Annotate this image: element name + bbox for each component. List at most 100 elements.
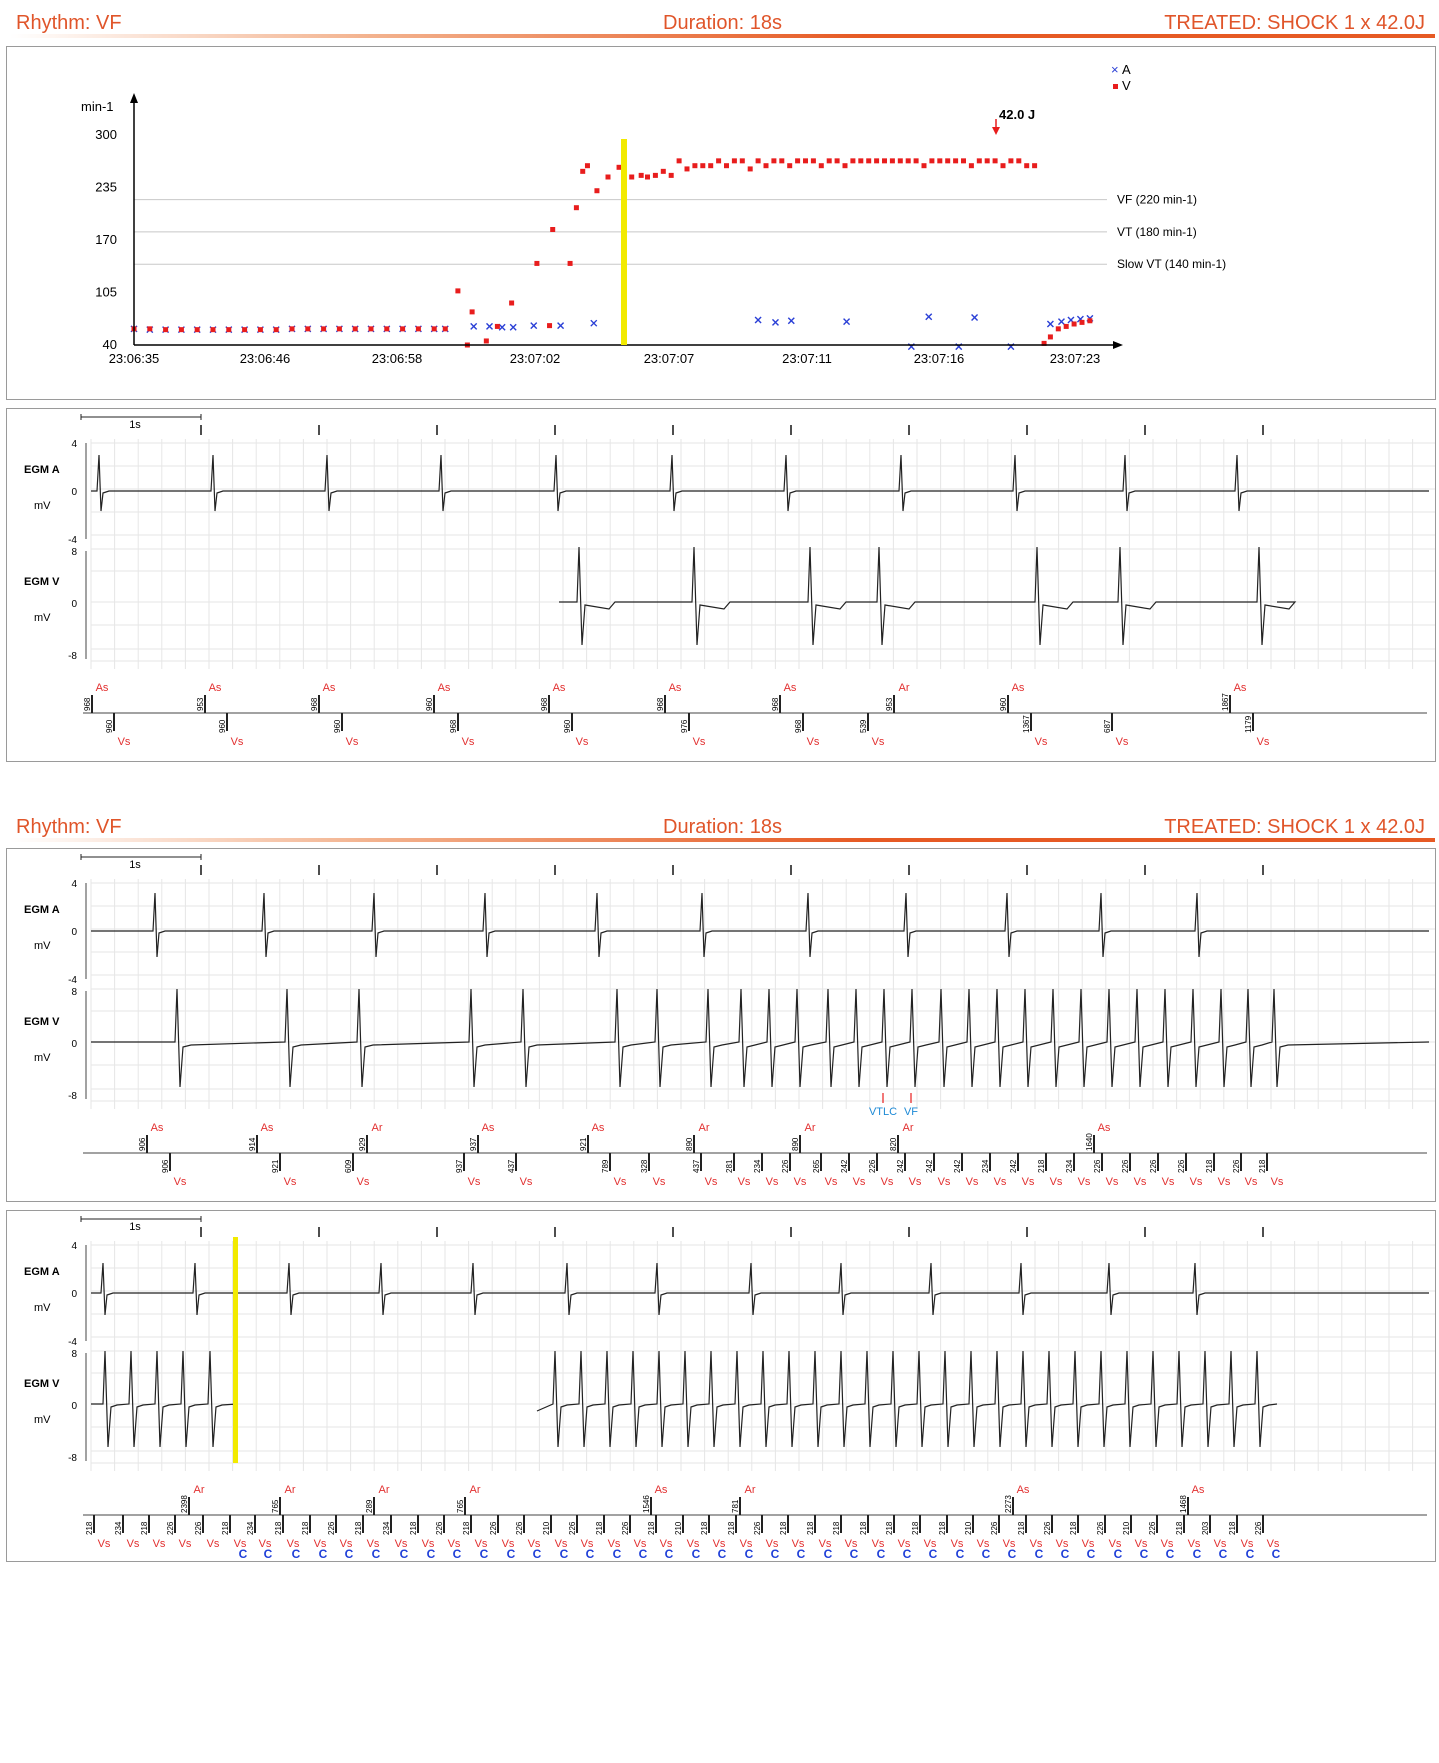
- ventricular-marker-label: Vs: [1134, 1176, 1147, 1188]
- a-rate-point-stroke: [498, 323, 506, 331]
- ventricular-marker-label: Vs: [284, 1176, 297, 1188]
- atrial-interval: 2398: [180, 1495, 189, 1513]
- v-rate-point: [897, 158, 903, 164]
- ventricular-interval: 687: [1103, 719, 1112, 733]
- header-rule-2: [10, 838, 1435, 842]
- ventricular-marker: 226 Vs: [868, 1153, 894, 1188]
- y-tick-label: 170: [95, 232, 117, 247]
- v-scale-tick: 0: [71, 599, 77, 610]
- c-marker: C: [264, 1547, 273, 1561]
- ventricular-marker: 226 Vs: [194, 1515, 220, 1550]
- atrial-interval: 968: [310, 697, 319, 711]
- ventricular-interval: 976: [680, 719, 689, 733]
- c-marker: C: [797, 1547, 806, 1561]
- rate-trend-panel: min-1 40 105 170 235 300 23:06:35 23:06:46 23:…: [6, 46, 1436, 400]
- atrial-marker: Ar 953: [885, 682, 910, 713]
- channel-a-label: EGM A: [24, 1266, 60, 1278]
- vtlc-label: VTLC: [869, 1106, 897, 1118]
- atrial-marker-label: As: [784, 682, 797, 694]
- ventricular-interval: 242: [953, 1159, 962, 1173]
- ventricular-marker-label: Vs: [693, 736, 706, 748]
- v-rate-point: [178, 327, 184, 333]
- ventricular-marker-label: Vs: [819, 1538, 832, 1550]
- v-rate-point: [442, 326, 448, 332]
- atrial-marker: Ar 781: [731, 1484, 756, 1515]
- v-scale-tick: 8: [71, 1349, 77, 1360]
- a-rate-point-stroke: [771, 318, 779, 326]
- x-axis-arrow: [1113, 341, 1123, 349]
- c-marker: C: [956, 1547, 965, 1561]
- ventricular-interval: 609: [344, 1159, 353, 1173]
- atrial-marker-label: Ar: [699, 1122, 710, 1134]
- ventricular-marker: 242 Vs: [896, 1153, 922, 1188]
- ventricular-marker-label: Vs: [898, 1538, 911, 1550]
- ventricular-interval: 218: [938, 1521, 947, 1535]
- ventricular-marker: 1179 Vs: [1244, 713, 1270, 748]
- ventricular-interval: 218: [885, 1521, 894, 1535]
- ventricular-marker-label: Vs: [1050, 1176, 1063, 1188]
- ventricular-marker-label: Vs: [287, 1538, 300, 1550]
- ventricular-marker-label: Vs: [153, 1538, 166, 1550]
- ventricular-marker: 210 VsC: [542, 1515, 569, 1561]
- c-marker: C: [692, 1547, 701, 1561]
- ventricular-interval: 960: [563, 719, 572, 733]
- v-rate-point: [913, 158, 919, 164]
- v-rate-point: [368, 326, 374, 332]
- v-rate-point: [638, 172, 644, 178]
- ventricular-marker-label: Vs: [881, 1176, 894, 1188]
- ventricular-interval: 218: [595, 1521, 604, 1535]
- ventricular-marker: 789 Vs: [601, 1153, 627, 1188]
- c-marker: C: [345, 1547, 354, 1561]
- atrial-marker-label: As: [151, 1122, 164, 1134]
- ventricular-marker-label: Vs: [395, 1538, 408, 1550]
- ventricular-interval: 539: [859, 719, 868, 733]
- a-rate-point-stroke: [557, 322, 565, 330]
- ventricular-interval: 218: [832, 1521, 841, 1535]
- v-rate-point: [668, 172, 674, 178]
- atrial-marker: As 1867: [1221, 682, 1247, 713]
- v-rate-point: [352, 326, 358, 332]
- ventricular-marker-label: Vs: [1271, 1176, 1284, 1188]
- ventricular-interval: 218: [647, 1521, 656, 1535]
- ventricular-interval: 218: [727, 1521, 736, 1535]
- ventricular-marker: 218 VsC: [1069, 1515, 1096, 1561]
- atrial-marker-label: As: [438, 682, 451, 694]
- atrial-marker-label: Ar: [285, 1484, 296, 1496]
- ventricular-marker: 242 Vs: [925, 1153, 951, 1188]
- v-rate-point: [580, 168, 586, 174]
- ventricular-marker-label: Vs: [1161, 1538, 1174, 1550]
- ventricular-interval: 210: [1122, 1521, 1131, 1535]
- ventricular-marker-label: Vs: [1056, 1538, 1069, 1550]
- ventricular-marker-label: Vs: [234, 1538, 247, 1550]
- a-scale-tick: 0: [71, 1289, 77, 1300]
- a-rate-point: [509, 323, 517, 331]
- a-scale-tick: 4: [71, 439, 77, 450]
- v-rate-point: [684, 166, 690, 172]
- v-rate-point: [803, 158, 808, 164]
- v-rate-point: [226, 327, 232, 333]
- v-rate-point: [937, 158, 943, 164]
- ventricular-interval: 226: [753, 1521, 762, 1535]
- scale-label: 1s: [129, 1221, 141, 1233]
- v-scale-tick: -8: [68, 1453, 77, 1464]
- a-rate-point-stroke: [1057, 318, 1065, 326]
- a-rate-point-stroke: [1067, 316, 1075, 324]
- ventricular-interval: 226: [568, 1521, 577, 1535]
- ventricular-interval: 218: [779, 1521, 788, 1535]
- atrial-marker: Ar 2398: [180, 1484, 205, 1515]
- ventricular-marker: 218 VsC: [221, 1515, 248, 1561]
- atrial-marker-label: Ar: [379, 1484, 390, 1496]
- a-scale-tick: -4: [68, 535, 77, 546]
- vf-detect-label: VF: [904, 1106, 918, 1118]
- ventricular-interval: 960: [333, 719, 342, 733]
- channel-v-label: EGM V: [24, 1378, 60, 1390]
- shock-arrowhead-icon: [992, 127, 1000, 135]
- ventricular-marker: 437 Vs: [507, 1153, 533, 1188]
- v-rate-point: [889, 158, 895, 164]
- ventricular-marker: 226 VsC: [515, 1515, 542, 1561]
- rhythm-label: Rhythm: VF: [16, 12, 122, 34]
- ventricular-marker-label: Vs: [502, 1538, 515, 1550]
- ventricular-marker-label: Vs: [1245, 1176, 1258, 1188]
- atrial-interval: 921: [579, 1137, 588, 1151]
- ventricular-marker-label: Vs: [555, 1538, 568, 1550]
